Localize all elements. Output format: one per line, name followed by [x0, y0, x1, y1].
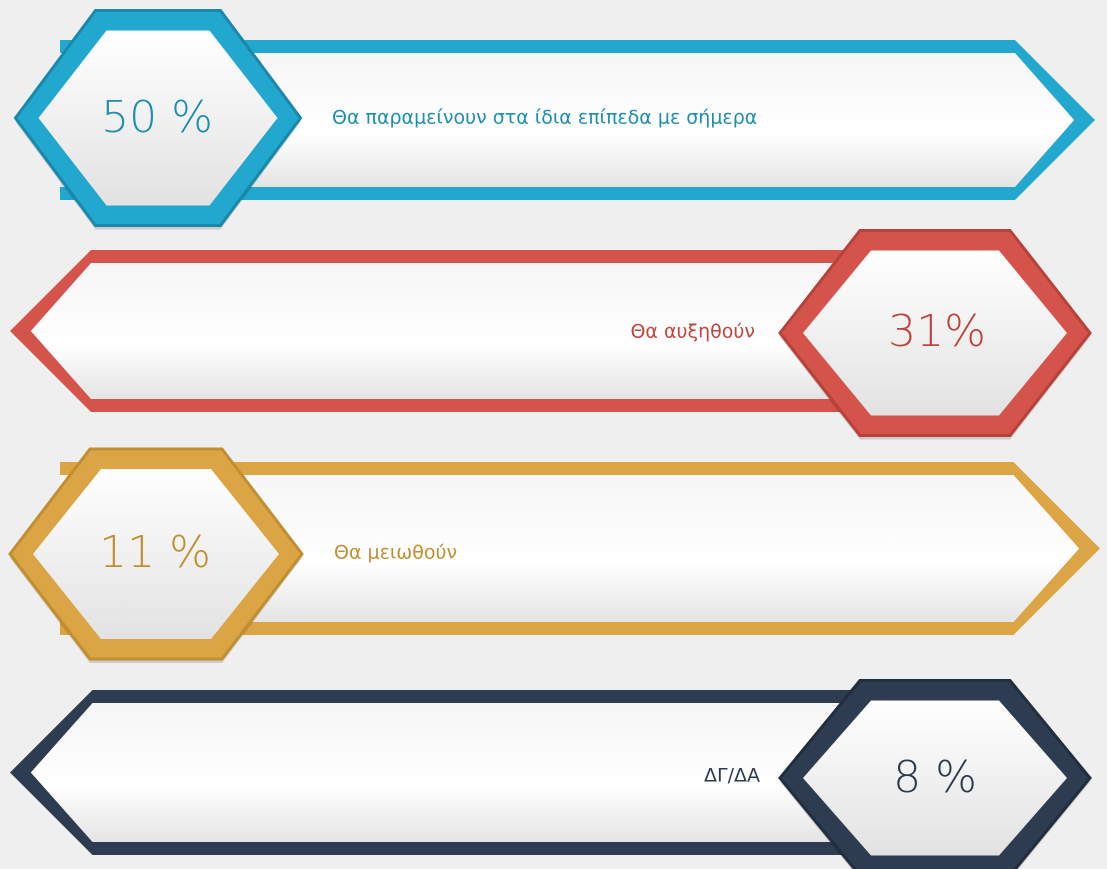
- percent: 11 %: [99, 527, 211, 578]
- item-label: Θα παραμείνουν στα ίδια επίπεδα με σήμερ…: [332, 107, 757, 129]
- banner-body: [60, 53, 1075, 187]
- hex-body: [803, 700, 1067, 856]
- percent: 50 %: [101, 92, 213, 143]
- item-label: Θα μειωθούν: [334, 542, 457, 564]
- item-label: Θα αυξηθούν: [630, 321, 755, 343]
- hex-body: [38, 30, 278, 206]
- banner-body: [30, 703, 1001, 842]
- percent: 8 %: [893, 752, 977, 803]
- hex-body: [803, 250, 1067, 416]
- item-label: ΔΓ/ΔΑ: [704, 765, 760, 787]
- shapes: [8, 9, 1100, 869]
- banner-body: [30, 263, 1001, 399]
- banner-body: [60, 475, 1080, 622]
- percent: 31%: [888, 306, 986, 357]
- hex-body: [33, 469, 279, 639]
